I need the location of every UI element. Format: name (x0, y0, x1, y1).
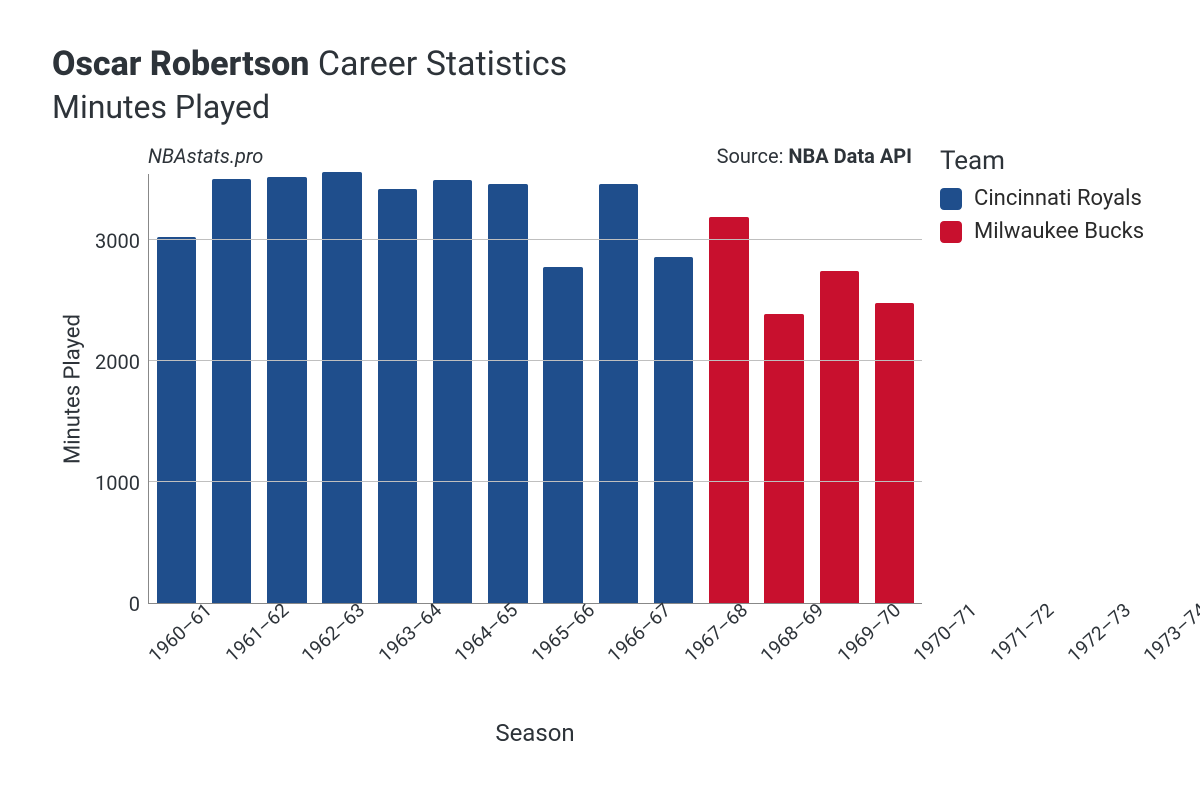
x-tick-label: 1965–66 (527, 598, 599, 666)
bar (709, 217, 748, 603)
x-tick-label: 1966–67 (603, 598, 675, 666)
x-axis-ticks: 1960–611961–621962–631963–641964–651965–… (52, 604, 922, 633)
bar (157, 237, 196, 603)
x-tick-label: 1962–63 (297, 598, 369, 666)
grid-line (149, 360, 922, 361)
plot-area (148, 174, 922, 604)
y-axis-label: Minutes Played (52, 174, 88, 604)
bar (267, 177, 306, 603)
legend-swatch (940, 221, 962, 243)
x-tick-label: 1961–62 (220, 598, 292, 666)
legend-item: Milwaukee Bucks (940, 219, 1144, 244)
bar (433, 180, 472, 603)
y-tick-label: 0 (129, 592, 140, 616)
y-tick-label: 1000 (95, 471, 140, 495)
bar (322, 172, 361, 603)
x-tick-label: 1970–71 (909, 598, 981, 666)
legend-label: Milwaukee Bucks (974, 219, 1144, 244)
bar (764, 314, 803, 603)
title-rest: Career Statistics (309, 44, 567, 84)
x-tick-label: 1973–74 (1139, 598, 1200, 666)
chart-container: Oscar Robertson Career Statistics Minute… (0, 0, 1200, 747)
y-tick-label: 3000 (95, 229, 140, 253)
source-label: Source: NBA Data API (717, 144, 912, 168)
source-name: NBA Data API (788, 144, 912, 168)
chart-row: NBAstats.pro Source: NBA Data API Minute… (52, 144, 1148, 747)
x-tick-label: 1963–64 (373, 598, 445, 666)
bar (654, 257, 693, 603)
x-tick-label: 1964–65 (450, 598, 522, 666)
grid-line (149, 239, 922, 240)
x-tick-label: 1971–72 (986, 598, 1058, 666)
x-tick-label: 1967–68 (680, 598, 752, 666)
y-axis-ticks: 3000200010000 (88, 174, 148, 604)
axes-wrap: Minutes Played 3000200010000 (52, 174, 922, 604)
x-tick-label: 1969–70 (833, 598, 905, 666)
grid-line (149, 481, 922, 482)
legend: Team Cincinnati Royals Milwaukee Bucks (922, 144, 1144, 252)
legend-title: Team (940, 146, 1144, 176)
legend-label: Cincinnati Royals (974, 186, 1142, 211)
legend-swatch (940, 188, 962, 210)
site-label: NBAstats.pro (148, 144, 263, 168)
bar (820, 271, 859, 603)
legend-items: Cincinnati Royals Milwaukee Bucks (940, 186, 1144, 244)
chart-subtitle: Minutes Played (52, 88, 1148, 126)
bar (378, 189, 417, 603)
y-tick-label: 2000 (95, 350, 140, 374)
x-axis-label: Season (52, 719, 922, 747)
x-tick-label: 1960–61 (144, 598, 216, 666)
legend-item: Cincinnati Royals (940, 186, 1144, 211)
bar (543, 267, 582, 603)
bar (599, 184, 638, 603)
x-tick-label: 1972–73 (1062, 598, 1134, 666)
subheader: NBAstats.pro Source: NBA Data API (52, 144, 922, 174)
bar (488, 184, 527, 603)
plot-shell: NBAstats.pro Source: NBA Data API Minute… (52, 144, 922, 747)
chart-title: Oscar Robertson Career Statistics (52, 44, 1148, 84)
bar (875, 303, 914, 603)
bar (212, 179, 251, 603)
source-prefix: Source: (717, 144, 789, 168)
x-tick-label: 1968–69 (756, 598, 828, 666)
title-bold: Oscar Robertson (52, 44, 309, 84)
